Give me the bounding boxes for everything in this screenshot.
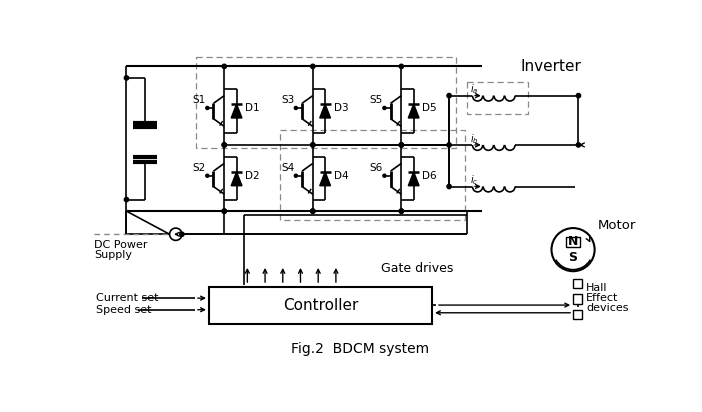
Text: S3: S3	[281, 95, 294, 105]
Circle shape	[576, 94, 581, 98]
Text: Hall: Hall	[586, 283, 608, 293]
Text: Fig.2  BDCM system: Fig.2 BDCM system	[291, 342, 429, 356]
Circle shape	[294, 106, 298, 110]
Text: Current set: Current set	[95, 293, 158, 303]
Circle shape	[222, 209, 227, 213]
Circle shape	[311, 143, 315, 147]
Text: $i_b$: $i_b$	[470, 132, 479, 146]
Text: D1: D1	[245, 103, 260, 113]
Text: devices: devices	[586, 303, 629, 313]
Text: Effect: Effect	[586, 293, 618, 303]
Text: Controller: Controller	[283, 297, 358, 313]
Polygon shape	[231, 104, 242, 118]
Polygon shape	[409, 104, 419, 118]
Text: $i_c$: $i_c$	[470, 173, 478, 187]
Polygon shape	[319, 172, 331, 186]
Text: D4: D4	[333, 171, 348, 181]
Circle shape	[311, 209, 315, 213]
Circle shape	[399, 209, 404, 213]
Text: Motor: Motor	[597, 219, 636, 232]
Text: Inverter: Inverter	[521, 59, 581, 75]
Circle shape	[399, 64, 404, 68]
Circle shape	[294, 174, 298, 177]
Text: N: N	[568, 235, 578, 248]
Text: Supply: Supply	[94, 250, 132, 260]
Text: S4: S4	[281, 163, 294, 173]
Circle shape	[311, 209, 315, 213]
Circle shape	[206, 174, 209, 177]
Circle shape	[447, 94, 451, 98]
Circle shape	[222, 64, 227, 68]
Circle shape	[180, 232, 184, 236]
Polygon shape	[409, 172, 419, 186]
Text: Gate drives: Gate drives	[380, 262, 453, 275]
Circle shape	[206, 106, 209, 110]
Text: S5: S5	[370, 95, 383, 105]
Circle shape	[447, 143, 451, 147]
Circle shape	[383, 106, 386, 110]
Circle shape	[222, 143, 227, 147]
Text: D6: D6	[422, 171, 437, 181]
Text: Speed set: Speed set	[95, 305, 151, 315]
Circle shape	[383, 174, 386, 177]
Circle shape	[124, 197, 128, 202]
Text: DC Power: DC Power	[94, 240, 147, 250]
Circle shape	[447, 184, 451, 189]
Circle shape	[399, 143, 404, 147]
Circle shape	[311, 64, 315, 68]
Text: $i_a$: $i_a$	[470, 82, 478, 96]
Text: S6: S6	[370, 163, 383, 173]
Text: D5: D5	[422, 103, 437, 113]
Text: D3: D3	[333, 103, 348, 113]
Circle shape	[576, 143, 581, 147]
Text: S: S	[569, 251, 578, 264]
Text: S2: S2	[192, 163, 206, 173]
Circle shape	[311, 143, 315, 147]
Circle shape	[399, 209, 404, 213]
Text: D2: D2	[245, 171, 260, 181]
Circle shape	[124, 76, 128, 80]
Polygon shape	[231, 172, 242, 186]
Circle shape	[399, 143, 404, 147]
Text: S1: S1	[192, 95, 206, 105]
Circle shape	[222, 143, 227, 147]
Circle shape	[222, 209, 227, 213]
Polygon shape	[319, 104, 331, 118]
